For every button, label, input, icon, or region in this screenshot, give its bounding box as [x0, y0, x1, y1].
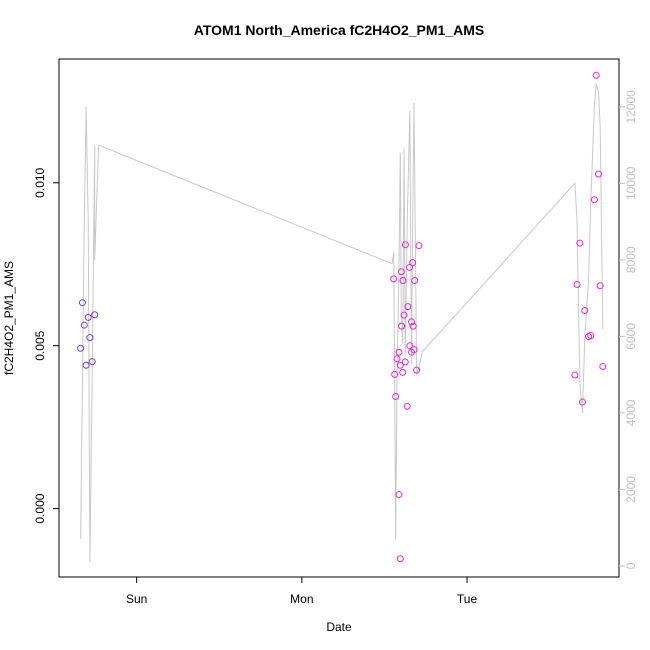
data-point	[400, 311, 408, 319]
data-point	[392, 393, 400, 401]
data-point	[401, 358, 409, 366]
data-point	[406, 264, 414, 271]
data-point	[595, 170, 603, 178]
x-tick-label: Mon	[290, 592, 313, 606]
data-point	[573, 280, 581, 288]
points-layer	[77, 71, 607, 563]
data-point	[395, 348, 403, 356]
plot-frame	[58, 58, 620, 578]
data-point	[390, 275, 398, 283]
data-point	[88, 358, 96, 366]
x-axis: Sun Mon Tue	[126, 577, 478, 606]
data-point	[415, 242, 423, 250]
data-point	[401, 241, 409, 249]
y2-tick-label: 10000	[624, 166, 638, 200]
data-point	[398, 322, 406, 330]
y-axis-right: 0 2000 4000 6000 8000 10000 12000	[619, 90, 638, 569]
data-point	[403, 402, 411, 410]
x-tick-label: Tue	[457, 592, 478, 606]
data-point	[404, 303, 412, 311]
y2-tick-label: 0	[624, 562, 638, 569]
data-point	[413, 366, 421, 374]
data-point	[396, 361, 404, 369]
data-point	[396, 555, 404, 563]
y2-tick-label: 8000	[624, 246, 638, 273]
data-point	[399, 368, 407, 376]
data-point	[409, 322, 417, 330]
y-axis-title: fC2H4O2_PM1_AMS	[2, 261, 16, 375]
data-point	[587, 332, 595, 340]
data-point	[78, 299, 86, 307]
data-point	[80, 321, 88, 329]
data-point	[82, 361, 90, 369]
data-point	[395, 491, 403, 499]
data-point	[411, 277, 419, 285]
data-point	[391, 370, 399, 378]
x-axis-title: Date	[326, 620, 352, 634]
data-point	[599, 363, 607, 371]
x-tick-label: Sun	[126, 592, 147, 606]
data-point	[592, 71, 600, 79]
data-point	[409, 259, 417, 267]
y-tick-label: 0.000	[33, 493, 47, 523]
data-point	[393, 355, 401, 363]
y-tick-label: 0.010	[33, 167, 47, 197]
data-point	[399, 277, 407, 285]
data-point	[86, 334, 94, 342]
data-point	[408, 348, 416, 356]
data-point	[571, 371, 579, 379]
y2-tick-label: 4000	[624, 399, 638, 426]
data-point	[581, 307, 589, 315]
data-point	[406, 342, 414, 350]
data-point	[578, 398, 586, 406]
data-point	[590, 196, 598, 204]
y2-tick-label: 6000	[624, 323, 638, 350]
data-point	[596, 282, 604, 290]
chart-title: ATOM1 North_America fC2H4O2_PM1_AMS	[194, 22, 484, 38]
data-point	[397, 268, 405, 276]
data-point	[91, 311, 99, 319]
y-axis-left: 0.000 0.005 0.010	[33, 167, 59, 524]
data-point	[77, 344, 85, 352]
y2-tick-label: 2000	[624, 476, 638, 503]
y-tick-label: 0.005	[33, 330, 47, 360]
data-point	[576, 239, 584, 247]
data-point	[84, 313, 92, 321]
data-point	[408, 318, 416, 326]
y2-tick-label: 12000	[624, 90, 638, 124]
